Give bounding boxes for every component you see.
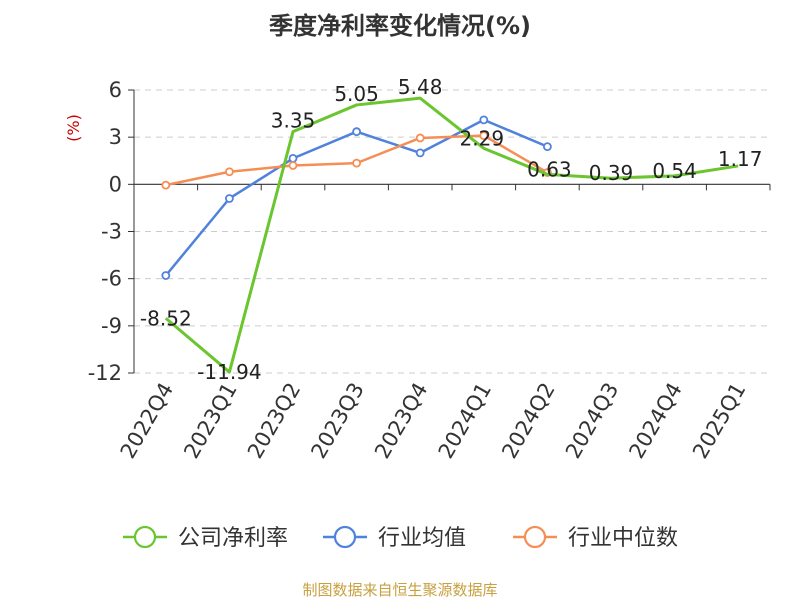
series-point [224, 194, 234, 203]
y-tick-label: -6 [101, 267, 122, 291]
y-tick-label: -9 [101, 314, 122, 338]
x-axis-ticks: 2022Q4 2023Q1 2023Q2 2023Q3 2023Q4 2024Q1 2024… [116, 184, 771, 463]
x-tick-label: 2025Q1 [688, 379, 750, 463]
legend-swatch-marker [133, 525, 157, 549]
series-line-0 [164, 96, 739, 374]
data-label: 0.54 [652, 159, 697, 183]
grid-lines [134, 89, 770, 374]
x-tick-label: 2024Q1 [434, 379, 496, 463]
data-label: 1.17 [718, 147, 763, 171]
y-tick-label: 3 [109, 125, 122, 149]
series-point [352, 127, 362, 137]
legend-label: 公司净利率 [178, 526, 288, 551]
x-tick-label: 2023Q4 [370, 379, 432, 463]
legend-label: 行业均值 [378, 526, 466, 551]
legend: 公司净利率 行业均值 行业中位数 [123, 525, 678, 551]
series-point [288, 153, 298, 163]
series-point [161, 271, 171, 280]
y-axis-ticks: 6 3 0 -3 -6 -9 -12 [88, 78, 134, 385]
y-tick-label: 6 [109, 78, 122, 102]
legend-label: 行业中位数 [568, 526, 678, 551]
data-label: 5.05 [334, 82, 379, 106]
series-point [479, 131, 489, 140]
series-point [543, 142, 552, 152]
data-labels: -8.52 -11.94 3.35 5.05 5.48 2.29 0.63 0.39 0.54 1… [140, 75, 763, 384]
x-tick-label: 2024Q3 [561, 379, 623, 463]
y-tick-label: -12 [88, 361, 122, 385]
y-axis-label: (%) [64, 114, 83, 142]
chart-title: 季度净利率变化情况(%) [269, 12, 531, 40]
series-point [415, 148, 425, 158]
x-tick-label: 2022Q4 [116, 379, 178, 463]
y-tick-label: -3 [101, 220, 122, 244]
x-tick-label: 2024Q4 [624, 379, 686, 463]
data-label: 0.63 [527, 157, 572, 181]
data-label: -8.52 [140, 306, 192, 330]
data-label: 5.48 [398, 75, 443, 99]
data-label: 3.35 [271, 109, 316, 133]
series-point [288, 161, 298, 170]
data-label: -11.94 [197, 360, 261, 384]
x-tick-label: 2023Q3 [306, 379, 368, 463]
series-point [352, 158, 362, 168]
x-tick-label: 2024Q2 [497, 379, 559, 463]
data-label: 0.39 [589, 161, 634, 185]
series-group [161, 96, 739, 374]
data-label: 2.29 [460, 126, 505, 150]
source-note: 制图数据来自恒生聚源数据库 [302, 581, 497, 599]
legend-swatch-marker [523, 525, 547, 549]
series-point [161, 180, 171, 190]
legend-swatch-marker [333, 525, 357, 549]
series-point [415, 133, 425, 143]
x-tick-label: 2023Q2 [243, 379, 305, 463]
x-tick-label: 2023Q1 [179, 379, 241, 463]
y-tick-label: 0 [109, 172, 122, 196]
series-point [224, 167, 234, 177]
series-point [479, 115, 489, 125]
